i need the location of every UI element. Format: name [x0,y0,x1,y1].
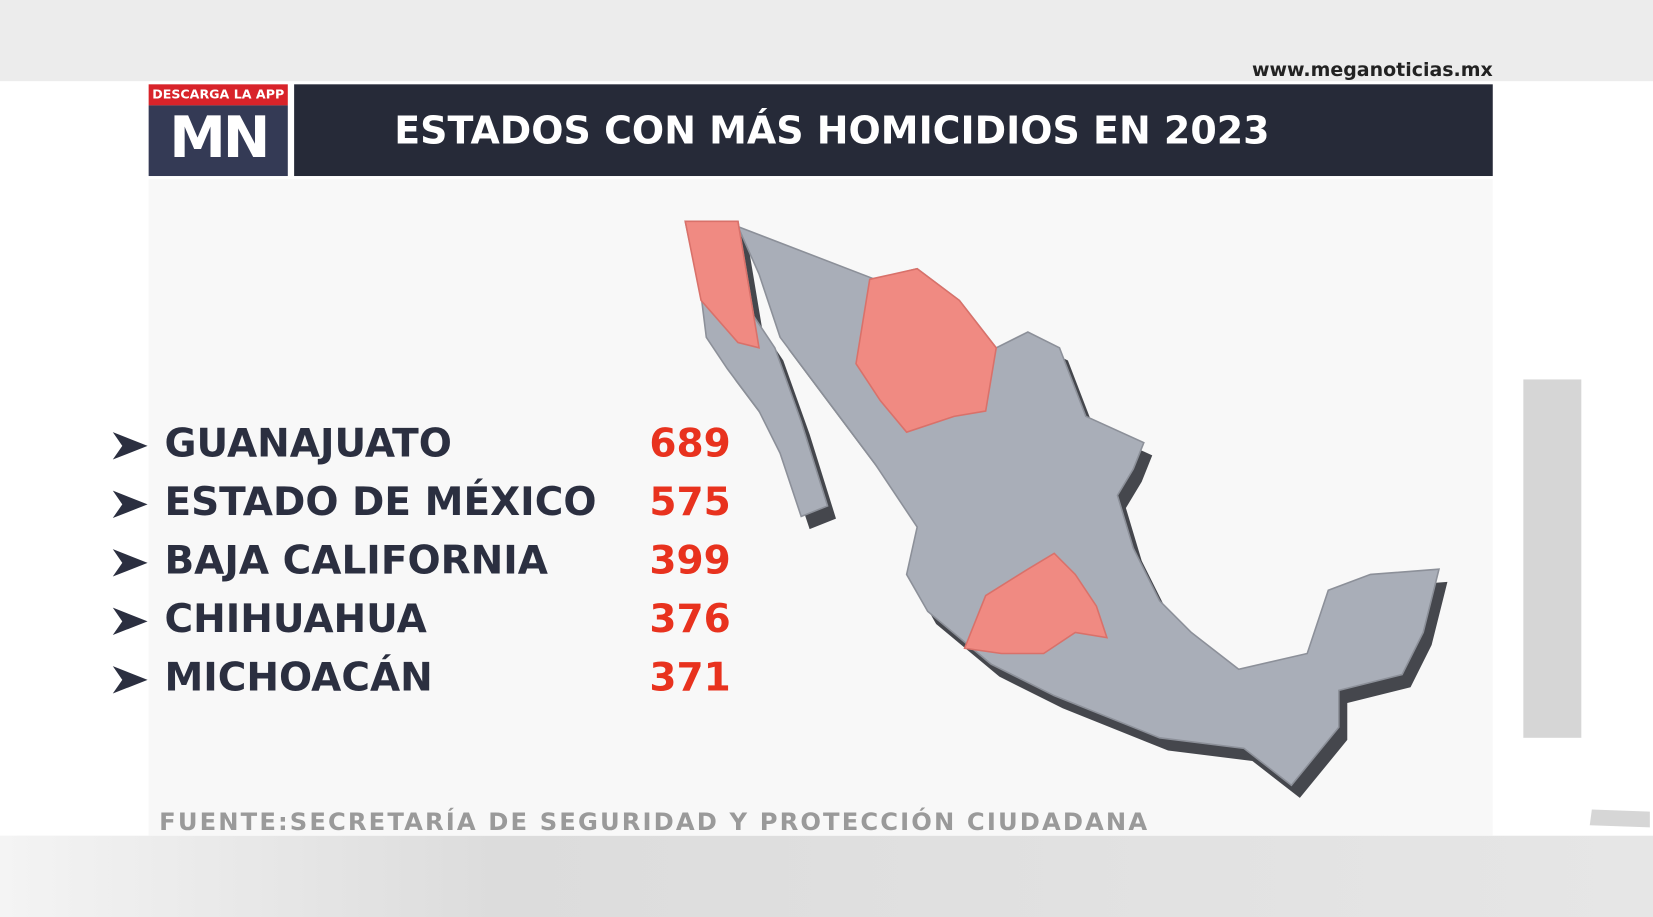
logo [148,105,288,177]
side-block [1589,809,1650,828]
baja-california [684,220,761,349]
bullet-arrow [112,549,148,577]
center-states [963,552,1109,655]
chihuahua [855,267,998,434]
bullet-arrow [112,490,148,519]
bottom-band [0,835,1653,917]
source: FUENTE:SECRETARÍA DE SEGURIDAD Y PROTECC… [159,806,1149,836]
state-name: ESTADO DE MÉXICO [164,478,596,525]
state-name: GUANAJUATO [164,421,451,466]
state-value: 575 [649,480,730,525]
state-value: 689 [649,421,730,466]
side-block [1523,379,1582,738]
state-name: CHIHUAHUA [164,597,426,642]
bullet-arrow [112,432,148,460]
badge-text: DESCARGA LA APP [152,86,284,101]
logo-text: MN [169,105,267,171]
url: www.meganoticias.mx [1252,59,1493,81]
bullet-arrow [112,607,148,636]
state-name: BAJA CALIFORNIA [164,538,548,583]
title: ESTADOS CON MÁS HOMICIDIOS EN 2023 [394,108,1269,152]
map [684,220,1448,798]
state-value: 399 [649,538,730,583]
bullet-arrow [112,666,148,694]
state-value: 376 [649,597,730,642]
state-list: GUANAJUATO 689 ESTADO DE MÉXICO 575 BAJA CAL… [112,421,731,700]
state-value: 371 [649,655,730,700]
badge [148,84,288,106]
state-name: MICHOACÁN [164,653,432,700]
top-band [0,0,1653,82]
title-bar [294,84,1493,177]
